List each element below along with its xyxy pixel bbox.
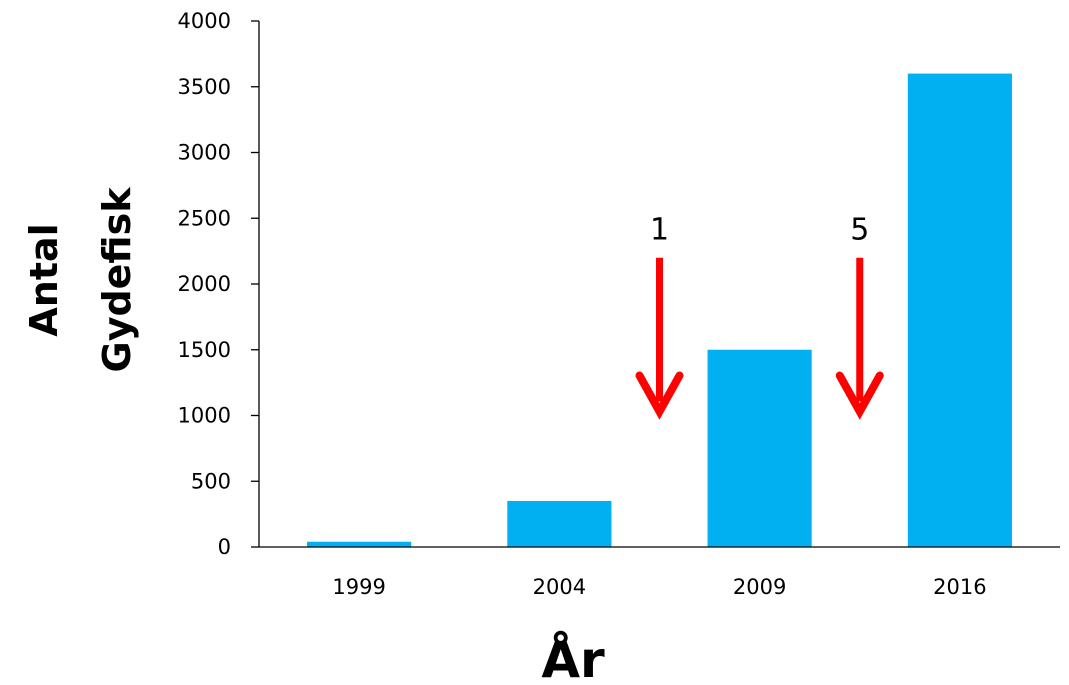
bar-2004 [507,500,612,547]
bar-2016 [907,73,1012,547]
y-tick-label: 2500 [178,206,231,230]
y-tick-label: 2000 [178,272,231,296]
y-tick-label: 3000 [178,141,231,165]
y-tick-label: 500 [191,469,231,493]
x-axis-title: År [541,630,605,685]
y-tick-label: 1000 [178,404,231,428]
y-tick-label: 0 [218,535,231,559]
y-axis-title-line-2: Gydefisk [95,187,139,373]
y-tick-label: 3500 [178,75,231,99]
annotation-arrow-5: 5 [835,213,884,420]
x-axis-ticks: 1999 2004 2009 2016 [332,575,986,599]
bars [307,73,1012,547]
y-axis-title: Antal Gydefisk [22,187,139,373]
x-tick-label: 2004 [533,575,586,599]
y-axis-title-line-1: Antal [22,223,66,336]
x-tick-label: 2009 [733,575,786,599]
y-tick-label: 4000 [178,9,231,33]
x-tick-label: 2016 [933,575,986,599]
annotation-label: 1 [650,213,669,248]
bar-1999 [307,541,412,547]
y-tick-label: 1500 [178,338,231,362]
bar-2009 [707,349,812,547]
arrow-head [835,371,884,420]
x-tick-label: 1999 [332,575,385,599]
annotation-arrow-1: 1 [635,213,684,420]
arrow-head [635,371,684,420]
annotation-label: 5 [850,213,869,248]
y-axis-ticks: 0 500 1000 1500 2000 2500 3000 3500 4000 [178,9,259,559]
